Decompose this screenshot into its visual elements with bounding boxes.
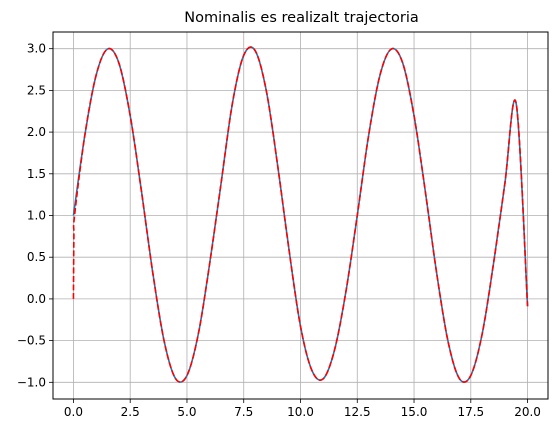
x-tick-label: 2.5 bbox=[121, 405, 140, 419]
x-tick-label: 0.0 bbox=[64, 405, 83, 419]
y-tick-label: 0.5 bbox=[27, 250, 46, 264]
x-axis-ticks: 0.0 2.5 5.0 7.5 10.0 12.5 15.0 17.5 20.0 bbox=[64, 399, 541, 419]
x-tick-label: 10.0 bbox=[287, 405, 314, 419]
chart-title: Nominalis es realizalt trajectoria bbox=[184, 10, 418, 26]
x-tick-label: 17.5 bbox=[457, 405, 484, 419]
x-tick-label: 12.5 bbox=[344, 405, 371, 419]
y-tick-label: −1.0 bbox=[17, 375, 46, 389]
grid-lines bbox=[53, 32, 548, 399]
y-tick-label: 1.5 bbox=[27, 167, 46, 181]
x-tick-label: 20.0 bbox=[514, 405, 541, 419]
y-tick-label: 0.0 bbox=[27, 292, 46, 306]
y-tick-label: 2.5 bbox=[27, 83, 46, 97]
y-tick-label: 2.0 bbox=[27, 125, 46, 139]
x-tick-label: 5.0 bbox=[177, 405, 196, 419]
y-tick-label: −0.5 bbox=[17, 334, 46, 348]
y-axis-ticks: −1.0 −0.5 0.0 0.5 1.0 1.5 2.0 2.5 3.0 bbox=[17, 42, 53, 390]
x-tick-label: 15.0 bbox=[401, 405, 428, 419]
x-tick-label: 7.5 bbox=[234, 405, 253, 419]
y-tick-label: 3.0 bbox=[27, 42, 46, 56]
y-tick-label: 1.0 bbox=[27, 209, 46, 223]
